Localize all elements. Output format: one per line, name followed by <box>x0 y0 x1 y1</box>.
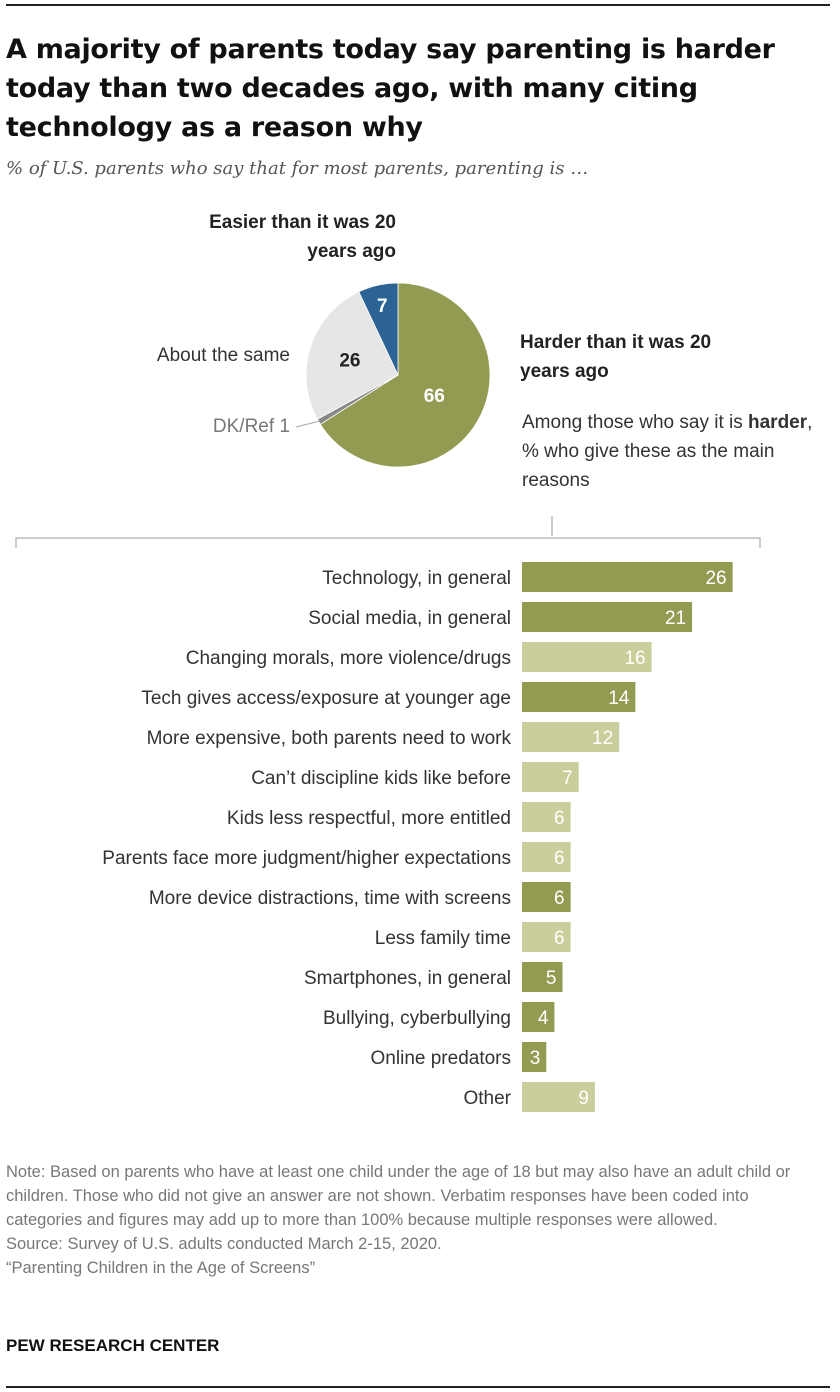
bar-value-label: 14 <box>608 688 630 709</box>
bar-category-label: Smartphones, in general <box>304 968 511 989</box>
among-text: Among those who say it is harder, % who … <box>522 408 822 495</box>
bar-category-label: Social media, in general <box>308 608 511 629</box>
pie-label-easier: Easier than it was 20 years ago <box>209 212 396 262</box>
bar <box>522 842 571 872</box>
bar <box>522 562 733 592</box>
note-text: Note: Based on parents who have at least… <box>6 1163 791 1229</box>
bar-value-label: 16 <box>624 648 645 669</box>
pie-value-same: 26 <box>339 350 360 371</box>
bottom-rule <box>6 1386 830 1388</box>
bar <box>522 882 571 912</box>
pie-value-easier: 7 <box>377 296 388 317</box>
brand-logo-text: PEW RESEARCH CENTER <box>6 1336 220 1355</box>
bar <box>522 1002 555 1032</box>
bar-value-label: 6 <box>554 848 565 869</box>
bar <box>522 762 579 792</box>
bar-category-label: Kids less respectful, more entitled <box>227 808 511 829</box>
pie-chart: 66 26 7 <box>295 282 491 468</box>
bar <box>522 1042 547 1072</box>
bar-category-label: More device distractions, time with scre… <box>149 888 511 909</box>
bar-value-label: 9 <box>578 1088 589 1109</box>
bar-value-label: 7 <box>562 768 573 789</box>
bar-value-label: 12 <box>592 728 613 749</box>
pie-label-dk: DK/Ref 1 <box>212 416 290 437</box>
report-title: “Parenting Children in the Age of Screen… <box>6 1259 316 1277</box>
pie-label-harder: Harder than it was 20 years ago <box>520 332 712 382</box>
bar-category-label: Changing morals, more violence/drugs <box>186 648 511 669</box>
bar <box>522 962 563 992</box>
bar-value-label: 5 <box>546 968 557 989</box>
bar <box>522 722 620 752</box>
bracket-line <box>15 537 761 548</box>
bar <box>522 802 571 832</box>
bar-category-label: Can’t discipline kids like before <box>251 768 511 789</box>
bar-value-label: 21 <box>665 608 686 629</box>
pie-slice-harder <box>319 282 491 468</box>
pie-slice-easier <box>358 282 399 376</box>
bar-value-label: 6 <box>554 888 565 909</box>
bar <box>522 682 636 712</box>
pie-value-harder: 66 <box>424 386 445 407</box>
bar-category-label: Technology, in general <box>322 568 511 589</box>
top-rule <box>6 4 830 6</box>
bar-value-label: 6 <box>554 928 565 949</box>
bar-category-label: Bullying, cyberbullying <box>323 1008 511 1029</box>
notes: Note: Based on parents who have at least… <box>6 1160 828 1280</box>
dk-leader-line <box>295 420 321 428</box>
among-text-post: , % who give these as the main reasons <box>522 412 813 491</box>
pie-label-same: About the same <box>156 345 290 366</box>
chart-title: A majority of parents today say parentin… <box>6 34 775 143</box>
bar-value-label: 4 <box>538 1008 549 1029</box>
bar-category-label: Tech gives access/exposure at younger ag… <box>141 688 511 709</box>
pie-slice-same <box>305 291 399 420</box>
bar-value-label: 6 <box>554 808 565 829</box>
bar-category-label: Other <box>463 1088 511 1109</box>
bar-category-label: Less family time <box>375 928 511 949</box>
bar <box>522 642 652 672</box>
among-text-bold: harder <box>748 412 808 433</box>
bar <box>522 602 693 632</box>
chart-subtitle: % of U.S. parents who say that for most … <box>6 158 589 179</box>
among-text-pre: Among those who say it is <box>522 412 743 433</box>
bar <box>522 1082 595 1112</box>
source-text: Source: Survey of U.S. adults conducted … <box>6 1235 442 1253</box>
bar-value-label: 3 <box>530 1048 541 1069</box>
bar-category-label: Parents face more judgment/higher expect… <box>102 848 511 869</box>
bar-value-label: 26 <box>705 568 726 589</box>
bar-category-label: More expensive, both parents need to wor… <box>147 728 512 749</box>
bar-category-label: Online predators <box>371 1048 511 1069</box>
bar-chart: Technology, in general 26 Social media, in… <box>15 516 761 1112</box>
bar <box>522 922 571 952</box>
